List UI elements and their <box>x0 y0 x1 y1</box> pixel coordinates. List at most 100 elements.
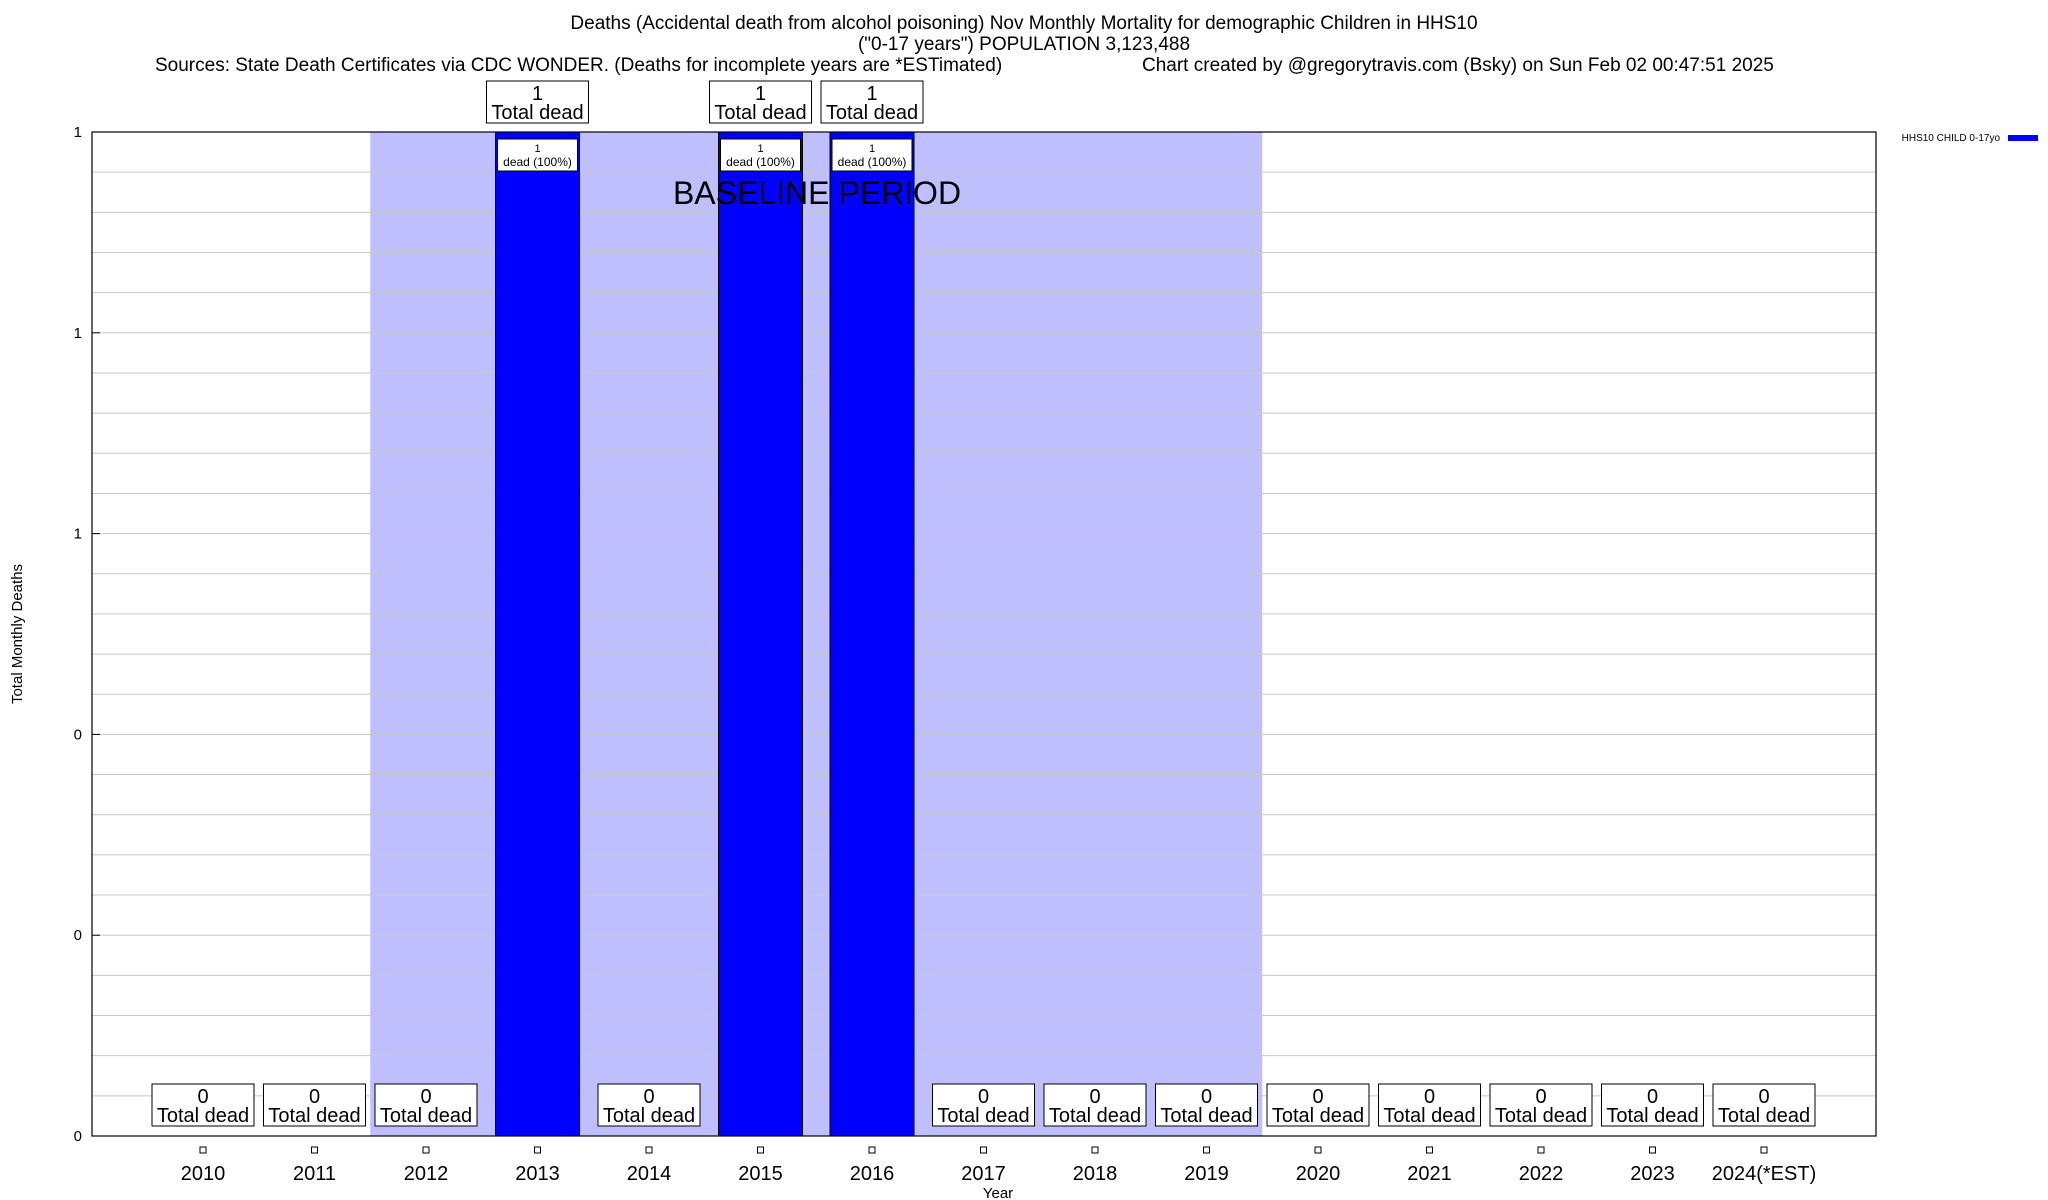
total-label-text: Total dead <box>157 1105 249 1127</box>
total-label-count: 1 <box>532 83 543 105</box>
x-tick-marker <box>1203 1146 1210 1154</box>
total-label-box <box>820 80 924 124</box>
total-label-count: 0 <box>1647 1086 1658 1108</box>
bar-value-label-count: 1 <box>869 143 875 155</box>
x-tick-label: 2018 <box>1073 1163 1118 1185</box>
x-tick-label: 2010 <box>181 1163 226 1185</box>
total-label-count: 0 <box>978 1086 989 1108</box>
total-label-count: 0 <box>1089 1086 1100 1108</box>
x-tick-marker <box>311 1146 318 1154</box>
x-tick-label: 2015 <box>738 1163 783 1185</box>
x-tick-marker <box>1537 1146 1545 1154</box>
bar-value-label-text: dead (100%) <box>726 155 795 169</box>
total-label-box <box>263 1083 366 1127</box>
x-tick-label: 2016 <box>850 1163 895 1185</box>
total-label-box <box>1601 1083 1704 1127</box>
baseline-period-label: BASELINE PERIOD <box>673 175 961 211</box>
total-label-text: Total dead <box>1606 1105 1698 1127</box>
x-tick-label: 2017 <box>961 1163 1006 1185</box>
total-label-text: Total dead <box>826 102 918 124</box>
bar-value-label-text: dead (100%) <box>838 155 907 169</box>
total-label-count: 0 <box>1312 1086 1323 1108</box>
x-tick-label: 2012 <box>404 1163 449 1185</box>
total-label-box <box>1489 1083 1593 1127</box>
x-tick-marker <box>868 1146 876 1154</box>
total-label-count: 0 <box>1535 1086 1546 1108</box>
chart-credit: Chart created by @gregorytravis.com (Bsk… <box>1142 55 1774 76</box>
total-label-text: Total dead <box>1495 1105 1587 1127</box>
total-label-count: 0 <box>1424 1086 1435 1108</box>
total-label-box <box>374 1083 478 1127</box>
x-tick-marker <box>1649 1146 1656 1154</box>
y-tick-label: 0 <box>74 1128 82 1145</box>
total-label-count: 0 <box>643 1086 654 1108</box>
bar-value-label-text: dead (100%) <box>503 155 572 169</box>
total-label-text: Total dead <box>1049 1105 1141 1127</box>
total-label-box <box>1266 1083 1370 1127</box>
total-label-count: 0 <box>1758 1086 1769 1108</box>
x-tick-label: 2022 <box>1519 1163 1564 1185</box>
bar-2013 <box>495 131 580 1137</box>
x-tick-label: 2019 <box>1184 1163 1229 1185</box>
total-label-text: Total dead <box>1272 1105 1364 1127</box>
y-axis-title: Total Monthly Deaths <box>9 564 26 704</box>
total-label-box <box>932 1083 1035 1127</box>
total-label-text: Total dead <box>603 1105 695 1127</box>
x-tick-label: 2014 <box>627 1163 672 1185</box>
total-label-text: Total dead <box>937 1105 1029 1127</box>
total-label-box <box>1155 1083 1258 1127</box>
bar-value-label-box <box>831 138 913 172</box>
total-label-text: Total dead <box>1718 1105 1810 1127</box>
bar-value-label-box <box>497 138 578 172</box>
x-tick-marker <box>199 1146 207 1154</box>
x-tick-label: 2021 <box>1407 1163 1452 1185</box>
y-tick-label: 1 <box>74 526 82 543</box>
chart-subtitle: ("0-17 years") POPULATION 3,123,488 <box>857 34 1191 55</box>
total-label-text: Total dead <box>380 1105 472 1127</box>
x-tick-label: 2023 <box>1630 1163 1675 1185</box>
total-label-text: Total dead <box>491 102 583 124</box>
legend-label: HHS10 CHILD 0-17yo <box>1902 133 2001 144</box>
bar-value-label-count: 1 <box>534 143 540 155</box>
total-label-text: Total dead <box>714 102 806 124</box>
total-label-box <box>1043 1083 1147 1127</box>
total-label-count: 1 <box>755 83 766 105</box>
x-tick-marker <box>1760 1146 1768 1154</box>
x-axis-title: Year <box>983 1185 1013 1200</box>
legend-swatch <box>2008 135 2038 141</box>
x-tick-marker <box>422 1146 430 1154</box>
total-label-text: Total dead <box>1160 1105 1252 1127</box>
total-label-box <box>709 80 812 124</box>
y-tick-label: 0 <box>74 927 82 944</box>
y-tick-label: 0 <box>74 726 82 743</box>
total-label-count: 1 <box>866 83 877 105</box>
x-tick-marker <box>1091 1146 1099 1154</box>
x-tick-label: 2020 <box>1296 1163 1341 1185</box>
chart-title: Deaths (Accidental death from alcohol po… <box>570 13 1478 34</box>
total-label-count: 0 <box>197 1086 208 1108</box>
x-tick-marker <box>980 1146 987 1154</box>
x-tick-label: 2024(*EST) <box>1712 1163 1817 1185</box>
total-label-text: Total dead <box>1383 1105 1475 1127</box>
total-label-box <box>597 1083 701 1127</box>
x-tick-marker <box>534 1146 541 1154</box>
bar-2016 <box>829 131 915 1137</box>
bar-value-label-box <box>720 138 801 172</box>
bar-2015 <box>718 131 803 1137</box>
bar-value-label-count: 1 <box>757 143 763 155</box>
total-label-text: Total dead <box>268 1105 360 1127</box>
y-tick-label: 1 <box>74 325 82 342</box>
x-tick-marker <box>1314 1146 1322 1154</box>
x-tick-label: 2011 <box>293 1163 336 1185</box>
x-tick-label: 2013 <box>515 1163 560 1185</box>
total-label-box <box>1712 1083 1816 1127</box>
total-label-box <box>151 1083 255 1127</box>
x-tick-marker <box>757 1146 764 1154</box>
x-tick-marker <box>1426 1146 1433 1154</box>
x-tick-marker <box>645 1146 653 1154</box>
total-label-count: 0 <box>420 1086 431 1108</box>
plot-frame <box>91 131 1877 1137</box>
total-label-box <box>1378 1083 1481 1127</box>
total-label-box <box>486 80 589 124</box>
